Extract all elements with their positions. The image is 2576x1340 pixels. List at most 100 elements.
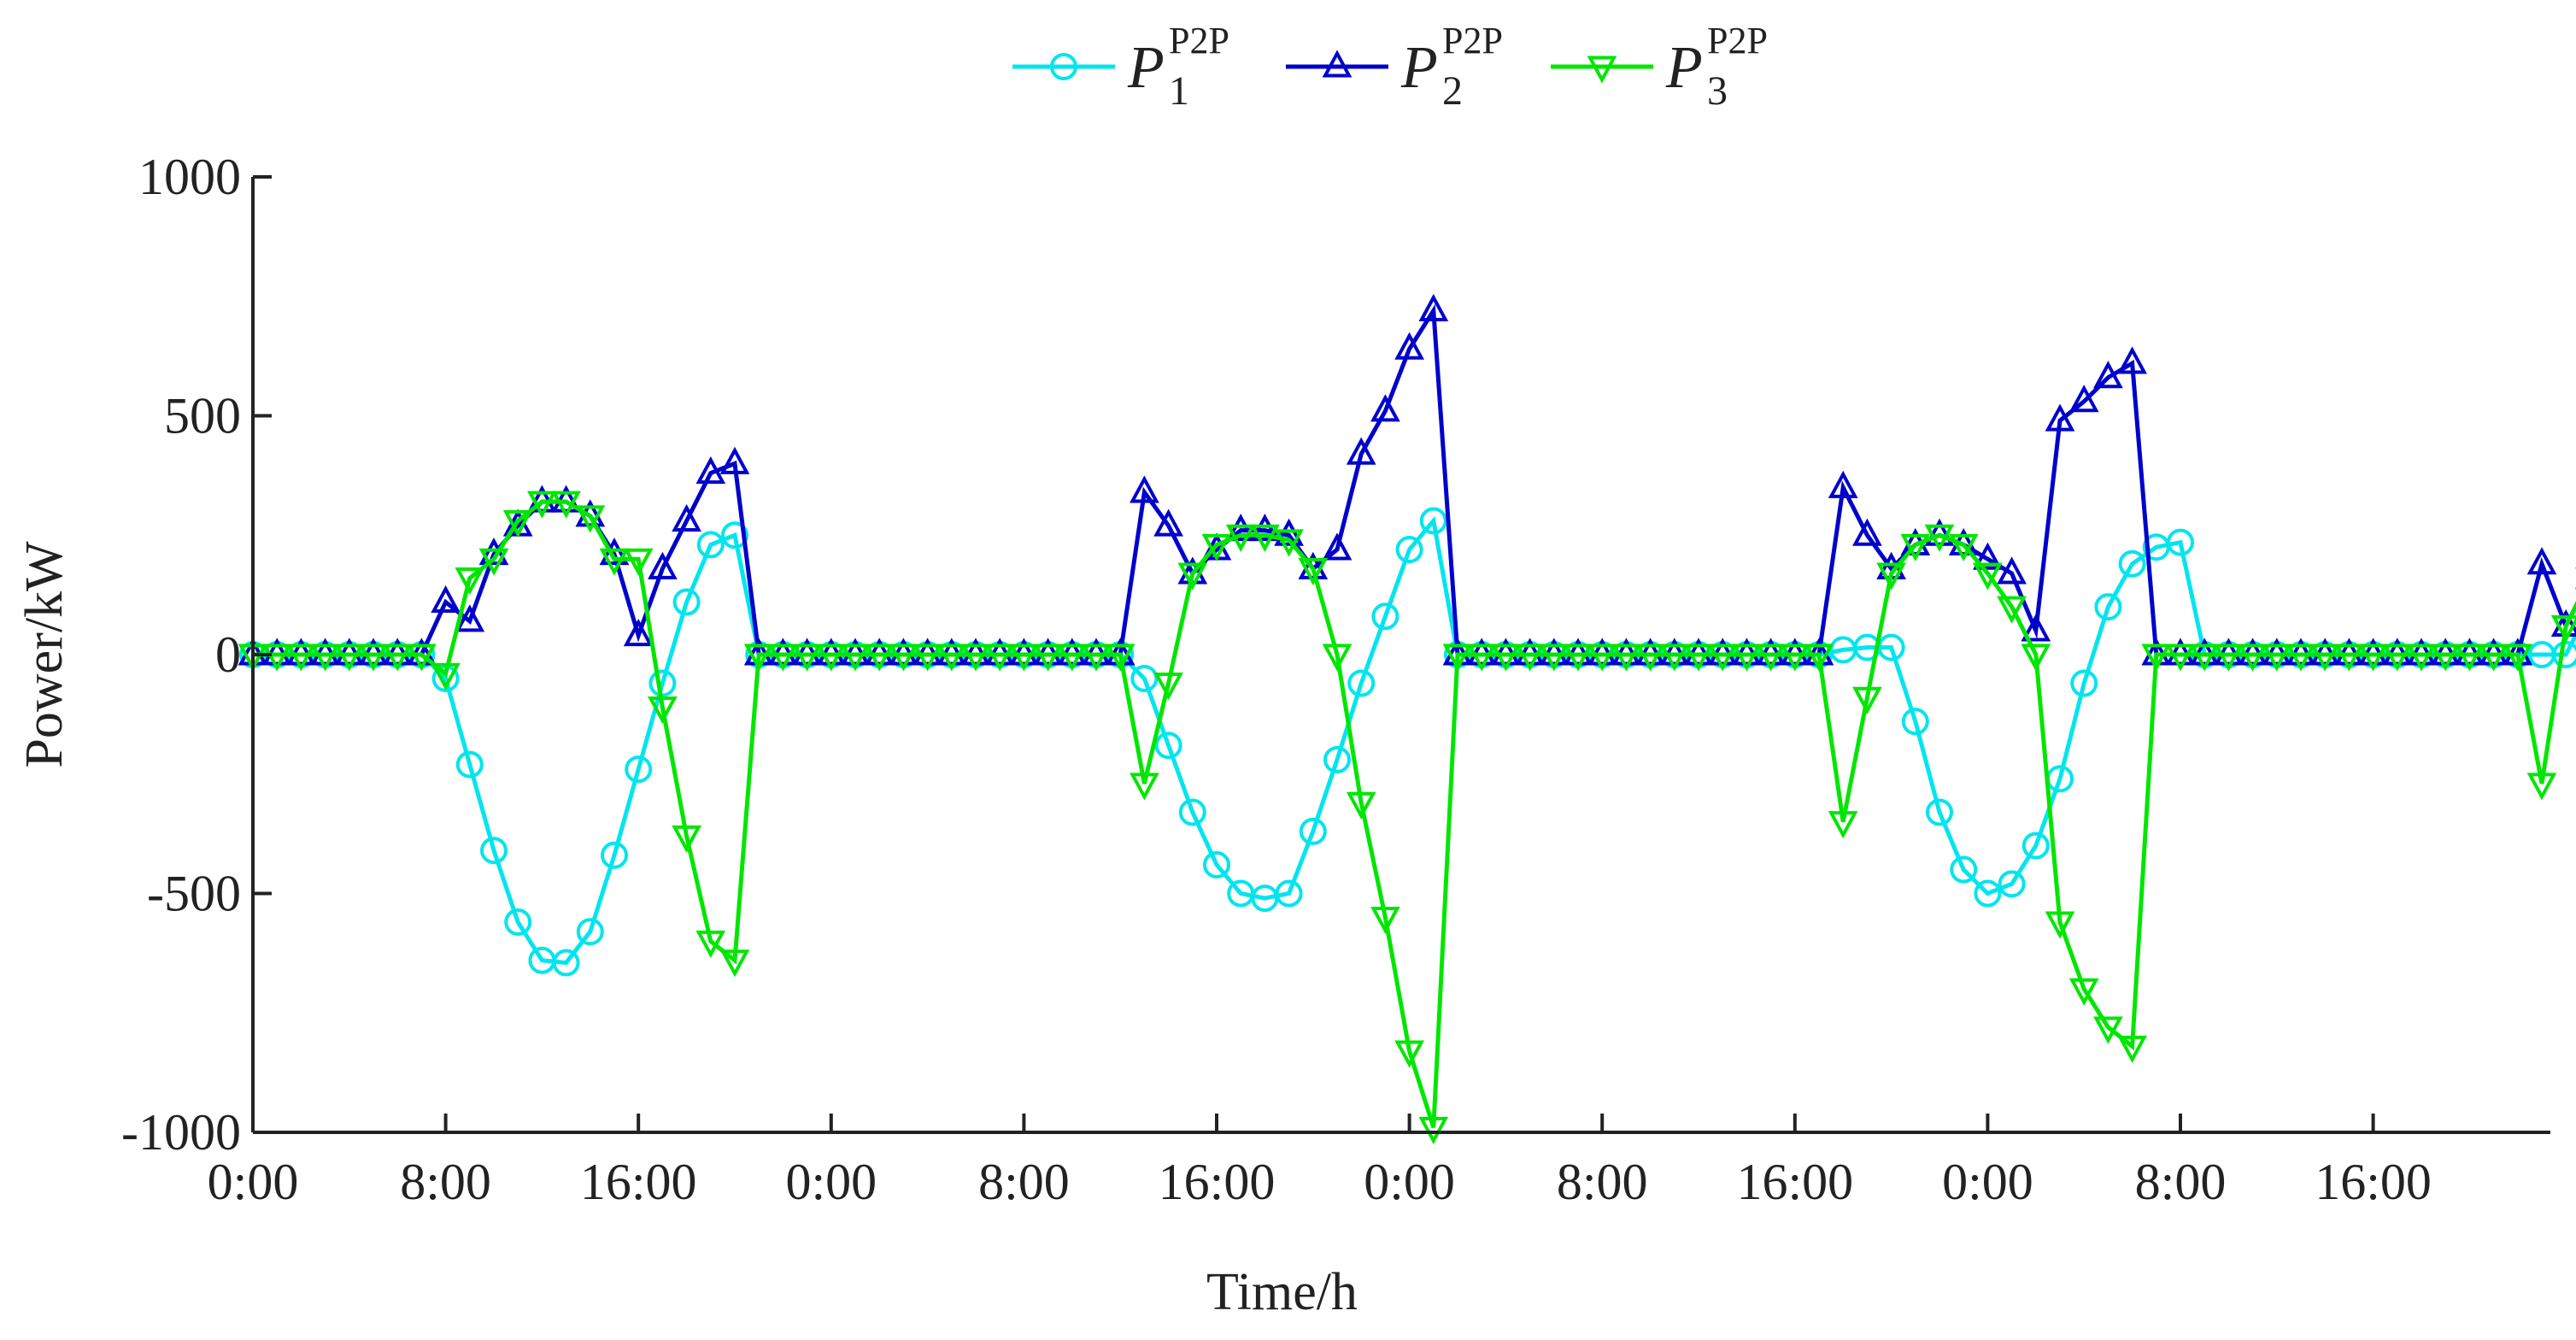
x-tick-label: 16:00 bbox=[580, 1154, 697, 1210]
data-point bbox=[2189, 644, 2220, 672]
data-point bbox=[1852, 686, 1882, 714]
data-point bbox=[2117, 1035, 2147, 1063]
data-point bbox=[1948, 533, 1979, 562]
series-3 bbox=[238, 491, 2576, 1145]
data-point bbox=[1225, 524, 1256, 552]
data-point bbox=[2214, 644, 2244, 672]
data-point bbox=[575, 505, 606, 533]
data-point bbox=[2406, 644, 2437, 672]
data-point bbox=[552, 949, 580, 977]
data-point bbox=[1611, 644, 1641, 672]
data-point bbox=[840, 644, 871, 672]
data-point bbox=[2045, 403, 2075, 432]
data-point bbox=[1298, 557, 1329, 585]
legend-superscript: P2P bbox=[1169, 20, 1229, 62]
data-point bbox=[1177, 562, 1208, 591]
data-point bbox=[2165, 644, 2196, 672]
data-point bbox=[1877, 633, 1905, 661]
legend-subscript: 3 bbox=[1707, 68, 1728, 114]
data-point bbox=[551, 491, 581, 519]
data-point bbox=[2068, 385, 2099, 413]
data-point bbox=[1275, 879, 1303, 908]
series-line bbox=[253, 499, 2576, 1129]
data-point bbox=[261, 644, 292, 672]
data-point bbox=[1997, 556, 2027, 585]
x-tick-label: 8:00 bbox=[1557, 1154, 1648, 1210]
data-point bbox=[576, 918, 604, 946]
data-point bbox=[2021, 614, 2051, 642]
data-point bbox=[455, 567, 485, 596]
series-layer bbox=[238, 293, 2576, 1145]
legend-entry: P 1 P2P bbox=[1012, 20, 1229, 114]
data-point bbox=[623, 548, 654, 576]
data-point bbox=[2021, 832, 2050, 860]
data-point bbox=[2526, 547, 2557, 575]
data-point bbox=[455, 604, 485, 632]
data-point bbox=[1804, 644, 1834, 672]
data-point bbox=[2526, 773, 2557, 801]
data-point bbox=[1346, 791, 1376, 820]
data-point bbox=[2358, 644, 2388, 672]
data-point bbox=[2068, 978, 2099, 1006]
data-point bbox=[1924, 518, 1955, 546]
data-point bbox=[1322, 532, 1353, 561]
data-point bbox=[1900, 533, 1931, 562]
data-point bbox=[2093, 361, 2123, 389]
data-point bbox=[672, 825, 701, 854]
data-point bbox=[1057, 644, 1088, 672]
data-point bbox=[1876, 562, 1906, 591]
axes: -1000 -500 0 500 1000 0:00 8:00 16:00 0:00 8:00 1… bbox=[121, 149, 2550, 1210]
data-point bbox=[334, 644, 365, 672]
x-tick-label: 16:00 bbox=[1159, 1154, 1276, 1210]
data-point bbox=[1225, 514, 1256, 542]
data-point bbox=[1347, 669, 1376, 697]
data-point bbox=[1466, 644, 1497, 672]
data-point bbox=[1418, 1116, 1449, 1145]
data-point bbox=[431, 662, 461, 691]
data-point bbox=[2550, 614, 2576, 644]
data-point bbox=[1322, 644, 1353, 672]
data-point bbox=[1926, 798, 1953, 826]
x-tick-label: 16:00 bbox=[1736, 1154, 1853, 1210]
data-point bbox=[696, 531, 725, 559]
data-point bbox=[1563, 644, 1593, 672]
data-point bbox=[864, 644, 895, 672]
data-point bbox=[1659, 644, 1690, 672]
legend-entry: P 3 P2P bbox=[1551, 20, 1768, 114]
data-point bbox=[1250, 524, 1280, 552]
data-point bbox=[623, 619, 654, 647]
series-line bbox=[253, 515, 2576, 966]
data-point bbox=[1515, 644, 1545, 672]
data-point bbox=[1153, 508, 1183, 537]
data-point bbox=[310, 644, 340, 672]
data-point bbox=[2430, 644, 2461, 672]
data-point bbox=[1973, 542, 2003, 570]
legend-marker bbox=[1050, 53, 1077, 80]
data-point bbox=[912, 644, 942, 672]
data-point bbox=[1201, 533, 1232, 562]
data-point bbox=[1323, 745, 1351, 773]
data-point bbox=[1780, 644, 1810, 672]
data-point bbox=[2238, 644, 2268, 672]
data-point bbox=[2262, 644, 2292, 672]
data-point bbox=[1419, 507, 1447, 535]
series-2 bbox=[238, 293, 2576, 666]
data-point bbox=[889, 644, 918, 672]
data-point bbox=[1901, 708, 1929, 736]
x-tick-label: 0:00 bbox=[208, 1154, 299, 1210]
data-point bbox=[2045, 911, 2075, 939]
series-line bbox=[253, 303, 2576, 657]
data-point bbox=[648, 551, 678, 579]
data-point bbox=[1370, 906, 1400, 935]
data-point bbox=[2167, 528, 2194, 556]
data-point bbox=[1130, 664, 1159, 692]
data-point bbox=[431, 585, 461, 614]
data-point bbox=[2479, 644, 2509, 672]
y-tick-label: 1000 bbox=[138, 149, 241, 205]
legend-symbol: P bbox=[1127, 35, 1165, 101]
data-point bbox=[695, 455, 726, 485]
data-point bbox=[1394, 1040, 1424, 1068]
data-point bbox=[792, 644, 822, 672]
data-point bbox=[721, 521, 748, 550]
